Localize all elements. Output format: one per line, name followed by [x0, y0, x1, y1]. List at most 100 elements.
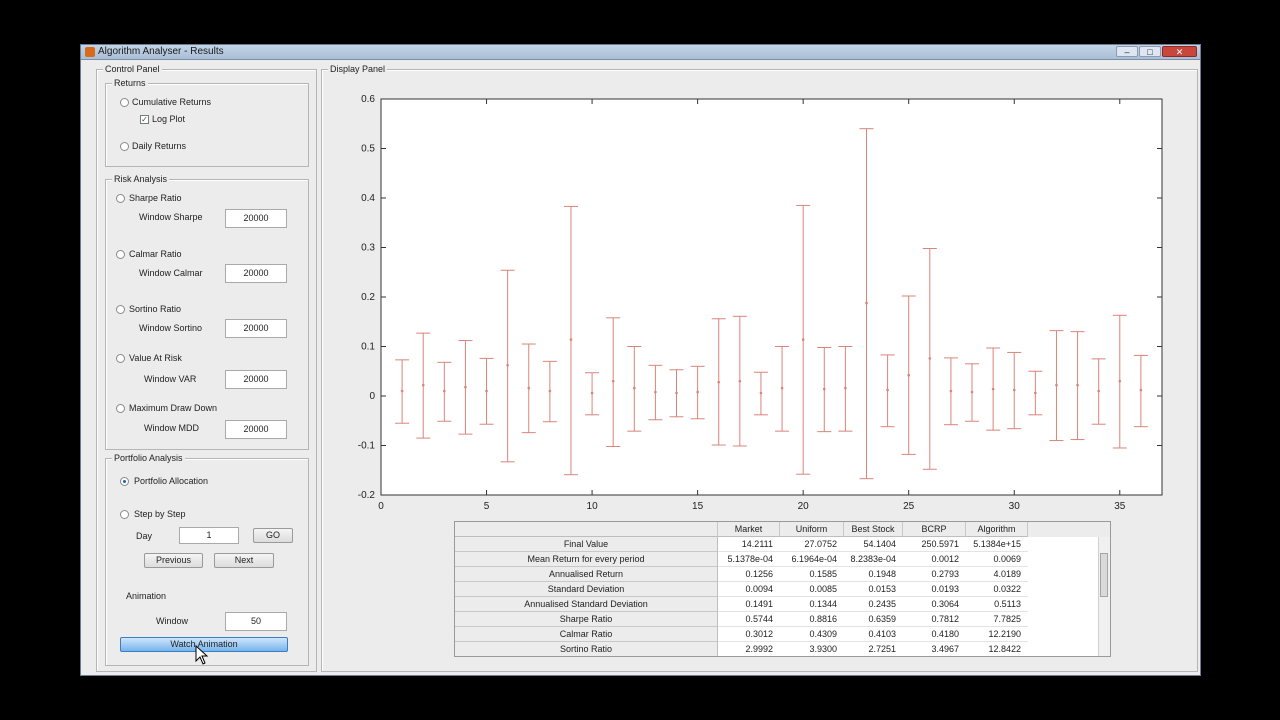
y-tick-label: 0.4 — [361, 193, 375, 204]
daily-returns-radio[interactable] — [120, 142, 129, 151]
animation-window-input[interactable]: 50 — [225, 612, 287, 631]
mean-point — [400, 389, 404, 393]
table-cell: 6.1964e-04 — [780, 552, 844, 567]
portfolio-allocation-radio[interactable] — [120, 477, 129, 486]
row-header: Calmar Ratio — [455, 627, 718, 642]
table-cell: 0.0069 — [966, 552, 1028, 567]
mean-point — [886, 388, 889, 392]
step-by-step-radio[interactable] — [120, 510, 129, 519]
table-cell: 0.5113 — [966, 597, 1028, 612]
day-input[interactable]: 1 — [179, 527, 239, 544]
window-sortino-input[interactable]: 20000 — [225, 319, 287, 338]
value-at-risk-radio[interactable] — [116, 354, 125, 363]
go-button[interactable]: GO — [253, 528, 293, 543]
y-tick-label: -0.1 — [358, 441, 376, 452]
column-header: Uniform — [780, 522, 844, 537]
window-title: Algorithm Analyser - Results — [98, 46, 224, 57]
mean-point — [1139, 388, 1143, 392]
mean-point — [949, 389, 953, 393]
log-plot-checkbox[interactable]: ✓ — [140, 115, 149, 124]
table-cell: 7.7825 — [966, 612, 1028, 627]
table-cell: 0.1948 — [844, 567, 903, 582]
returns-group-title: Returns — [112, 77, 148, 89]
table-cell: 0.3064 — [903, 597, 966, 612]
animation-window-label: Window — [156, 616, 189, 626]
max-draw-down-radio[interactable] — [116, 404, 125, 413]
mean-point — [421, 383, 425, 387]
mean-point — [928, 357, 932, 360]
table-cell: 0.1491 — [718, 597, 780, 612]
table-cell: 0.0153 — [844, 582, 903, 597]
matlab-icon — [85, 47, 95, 57]
table-cell: 54.1404 — [844, 537, 903, 552]
y-tick-label: 0.1 — [361, 342, 375, 353]
mean-point — [1118, 379, 1122, 383]
table-cell: 0.3012 — [718, 627, 780, 642]
table-scrollbar[interactable] — [1098, 537, 1110, 656]
watch-animation-button[interactable]: Watch Animation — [120, 637, 288, 652]
table-cell: 0.1344 — [780, 597, 844, 612]
mean-point — [675, 391, 678, 395]
row-header: Annualised Standard Deviation — [455, 597, 718, 612]
mean-point — [590, 391, 594, 395]
sharpe-ratio-radio[interactable] — [116, 194, 125, 203]
risk-analysis-title: Risk Analysis — [112, 173, 170, 185]
scrollbar-thumb[interactable] — [1100, 553, 1108, 597]
window-calmar-input[interactable]: 20000 — [225, 264, 287, 283]
table-corner — [455, 522, 718, 537]
mean-point — [738, 379, 742, 383]
table-cell: 0.4103 — [844, 627, 903, 642]
mouse-cursor-icon — [195, 645, 209, 665]
next-button[interactable]: Next — [214, 553, 274, 568]
table-cell: 5.1378e-04 — [718, 552, 780, 567]
cumulative-returns-radio[interactable] — [120, 98, 129, 107]
window-sortino-label: Window Sortino — [139, 323, 203, 333]
returns-group: Returns Cumulative Returns ✓ Log Plot Da… — [105, 77, 309, 167]
app-window: Algorithm Analyser - Results – □ ✕ Contr… — [80, 44, 1201, 676]
row-header: Annualised Return — [455, 567, 718, 582]
title-bar: Algorithm Analyser - Results – □ ✕ — [81, 45, 1200, 60]
control-panel-title: Control Panel — [103, 63, 162, 75]
minimize-button[interactable]: – — [1116, 46, 1138, 57]
table-cell: 4.0189 — [966, 567, 1028, 582]
table-cell: 0.1256 — [718, 567, 780, 582]
table-cell: 8.2383e-04 — [844, 552, 903, 567]
display-panel: Display Panel — [321, 63, 1198, 672]
sortino-ratio-radio[interactable] — [116, 305, 125, 314]
table-cell: 12.8422 — [966, 642, 1028, 656]
window-var-input[interactable]: 20000 — [225, 370, 287, 389]
log-plot-label: Log Plot — [152, 114, 186, 124]
x-tick-label: 0 — [378, 501, 384, 512]
mean-point — [443, 389, 446, 393]
window-sharpe-input[interactable]: 20000 — [225, 209, 287, 228]
y-tick-label: 0 — [369, 391, 375, 402]
maximize-button[interactable]: □ — [1139, 46, 1161, 57]
table-cell: 3.9300 — [780, 642, 844, 656]
plot-area — [380, 98, 1163, 496]
mean-point — [717, 380, 721, 384]
row-header: Final Value — [455, 537, 718, 552]
table-cell: 27.0752 — [780, 537, 844, 552]
x-tick-label: 25 — [903, 501, 915, 512]
y-tick-label: 0.3 — [361, 243, 375, 254]
window-mdd-input[interactable]: 20000 — [225, 420, 287, 439]
portfolio-analysis-title: Portfolio Analysis — [112, 452, 185, 464]
close-button[interactable]: ✕ — [1162, 46, 1197, 57]
x-tick-label: 15 — [692, 501, 704, 512]
mean-point — [801, 338, 805, 341]
mean-point — [696, 390, 699, 394]
calmar-ratio-radio[interactable] — [116, 250, 125, 259]
column-header: Best Stock — [844, 522, 903, 537]
mean-point — [485, 389, 488, 393]
table-cell: 250.5971 — [903, 537, 966, 552]
step-by-step-label: Step by Step — [134, 509, 186, 519]
window-mdd-label: Window MDD — [144, 423, 200, 433]
table-cell: 12.2190 — [966, 627, 1028, 642]
x-tick-label: 30 — [1009, 501, 1021, 512]
previous-button[interactable]: Previous — [144, 553, 203, 568]
row-header: Sharpe Ratio — [455, 612, 718, 627]
mean-point — [970, 390, 974, 394]
table-cell: 3.4967 — [903, 642, 966, 656]
mean-point — [759, 391, 763, 395]
table-cell: 0.2435 — [844, 597, 903, 612]
